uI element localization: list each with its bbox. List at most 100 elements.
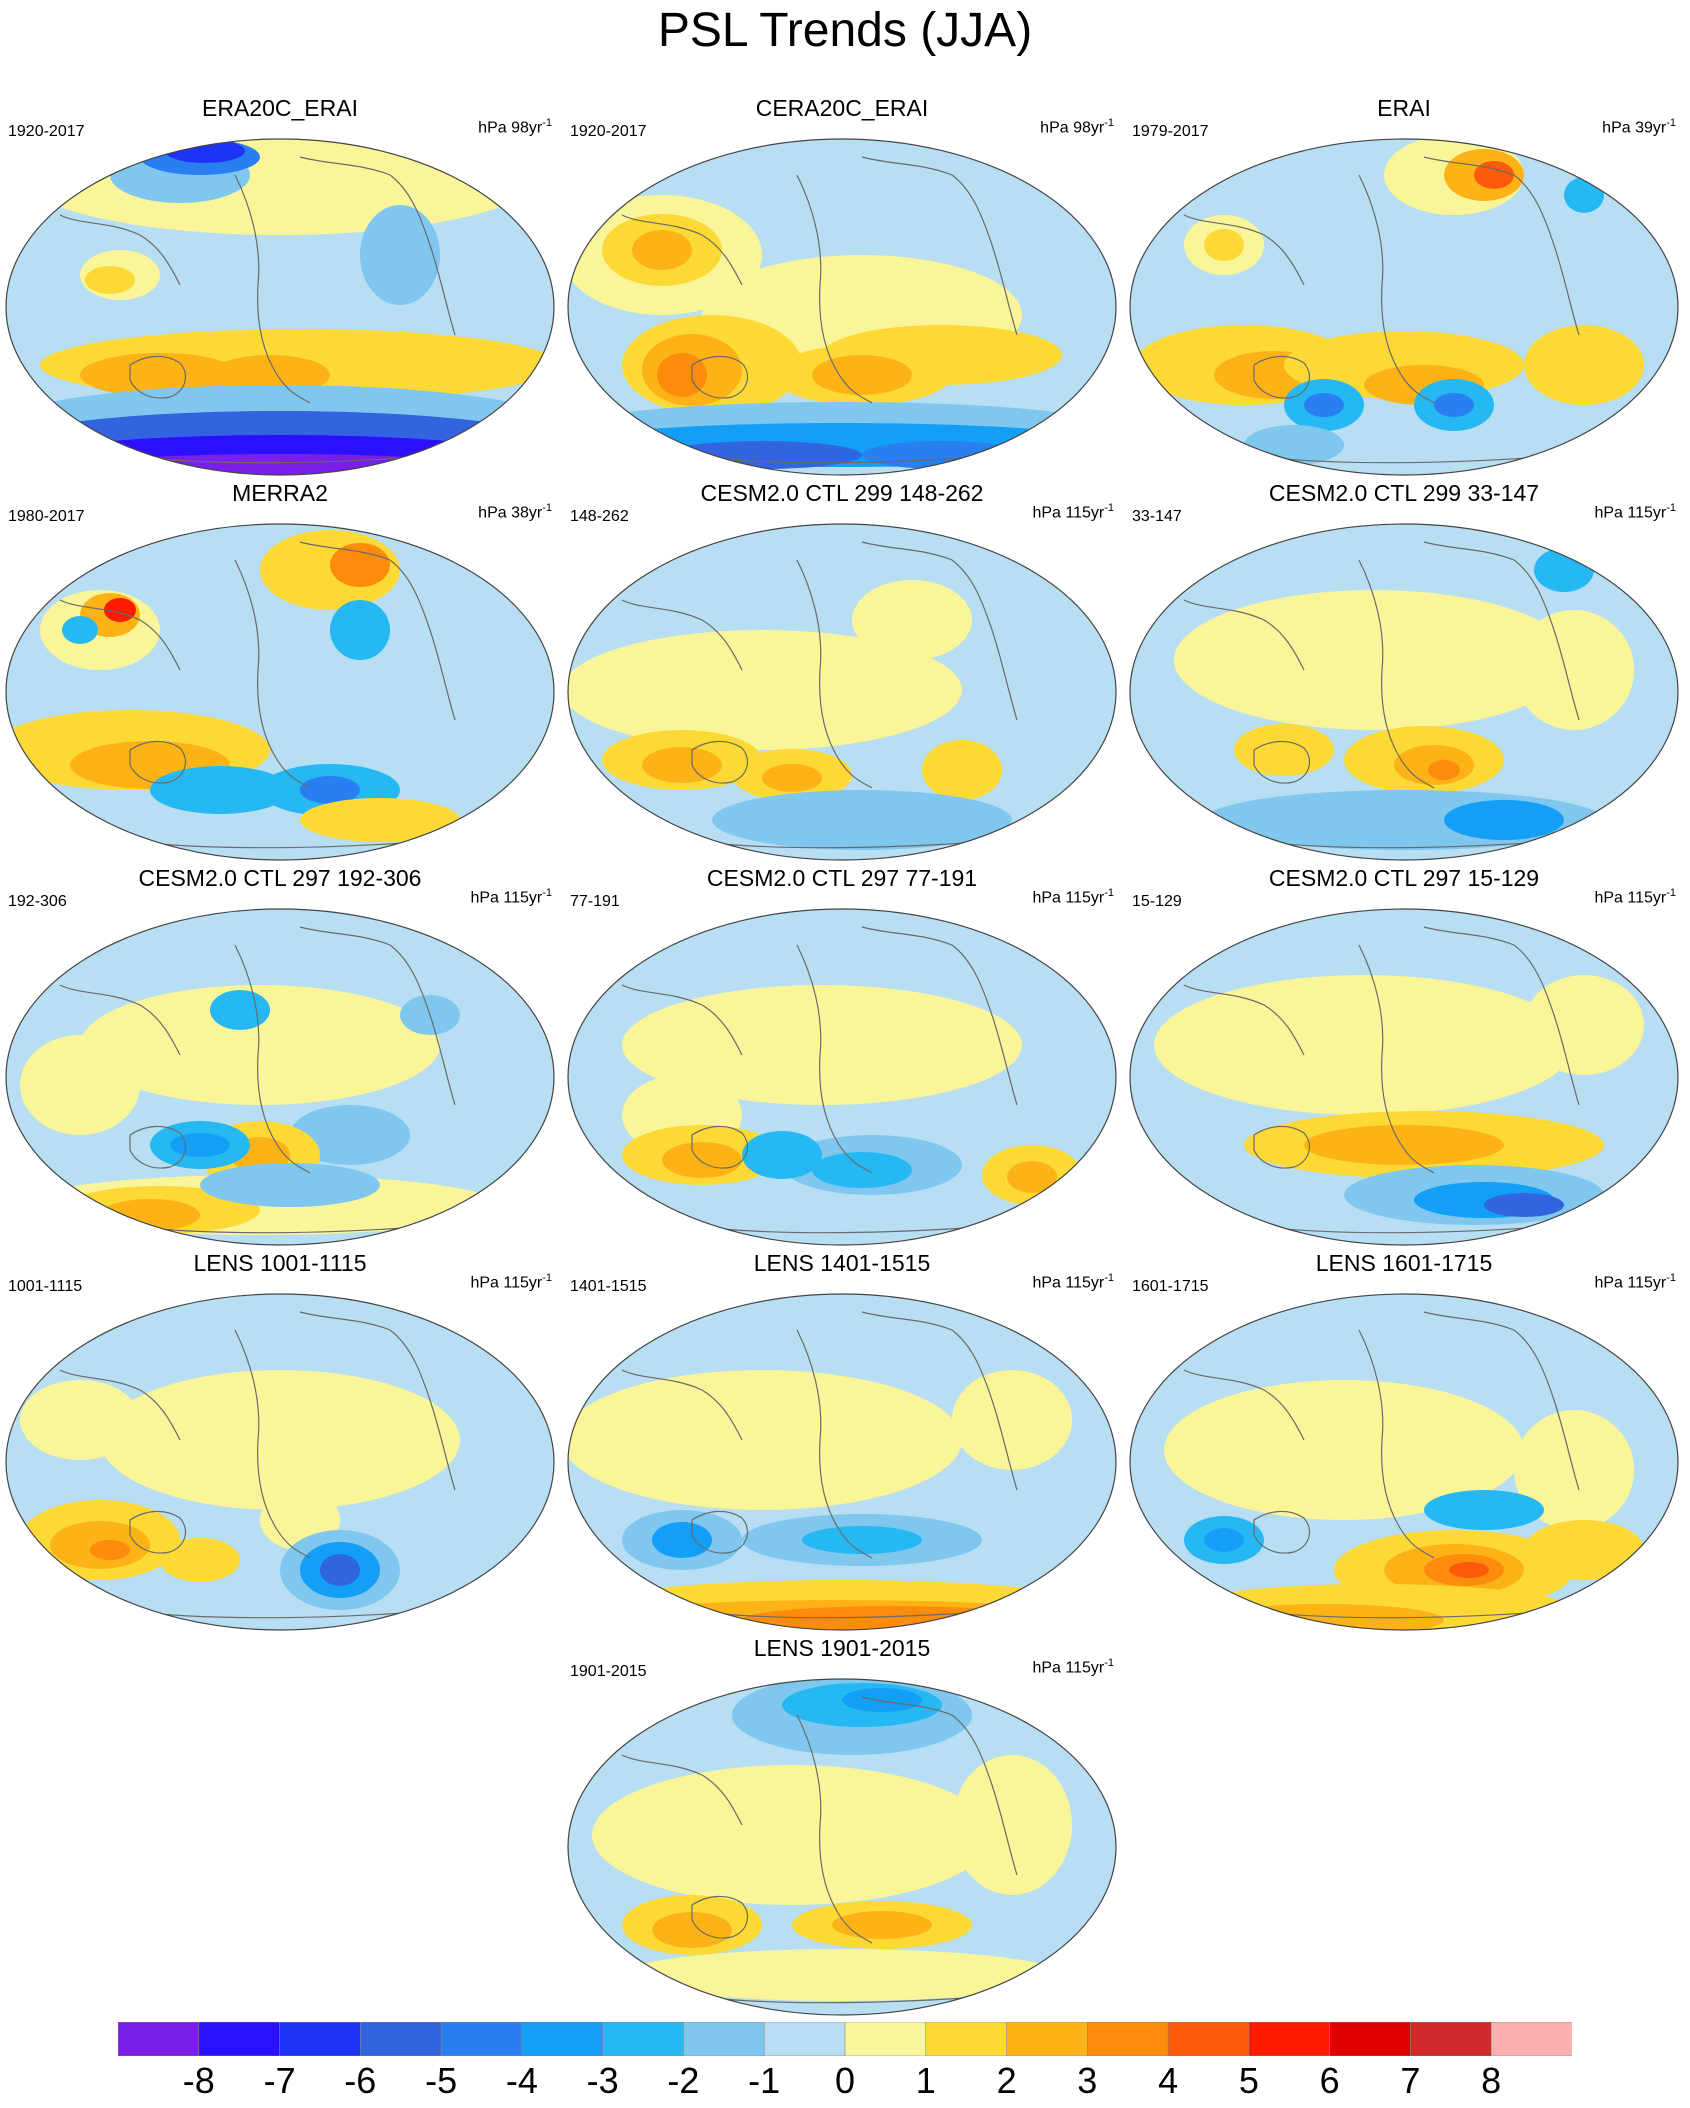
- coastline: [1183, 599, 1305, 671]
- contour-region: [1434, 393, 1474, 417]
- panel-title: MERRA2: [232, 480, 328, 506]
- colorbar-tick-label: 6: [1319, 2060, 1340, 2101]
- panel-units-exponent: -1: [542, 502, 552, 514]
- contour-region: [1164, 1380, 1524, 1520]
- contour-region: [812, 1152, 912, 1188]
- contour-region: [62, 616, 98, 644]
- panel-units-exponent: -1: [1104, 117, 1114, 129]
- contour-region: [812, 355, 912, 395]
- coastline: [1358, 174, 1435, 404]
- contour-region: [1304, 1125, 1504, 1165]
- coastline: [59, 1369, 181, 1441]
- colorbar-swatch: [1490, 2022, 1572, 2056]
- colorbar-tick-label: -5: [425, 2060, 458, 2101]
- coastline: [691, 355, 749, 399]
- contour-region: [952, 1370, 1072, 1470]
- psl-trend-map: [567, 1678, 1117, 2016]
- colorbar-swatch: [683, 2022, 766, 2056]
- contour-region: [1234, 724, 1334, 776]
- coastline: [691, 1895, 749, 1939]
- psl-trend-map: [5, 523, 555, 861]
- psl-trend-map: [1129, 138, 1679, 476]
- contour-region: [150, 766, 290, 814]
- map-border: [5, 908, 555, 1246]
- contour-region: [632, 230, 692, 270]
- coastline: [1183, 1369, 1305, 1441]
- panel-title: LENS 1401-1515: [753, 1250, 931, 1276]
- map-border: [1129, 523, 1679, 861]
- colorbar-tick-label: 2: [996, 2060, 1017, 2101]
- panel-units-text: hPa 115yr: [1594, 889, 1667, 907]
- contour-region: [210, 355, 330, 395]
- contour-region: [20, 1035, 140, 1135]
- panel-title: CESM2.0 CTL 299 148-262: [700, 480, 984, 506]
- map-panel: LENS 1001-1115 1001-1115 hPa 115yr-1: [0, 1250, 560, 1640]
- coastline: [129, 1510, 187, 1554]
- coastline: [299, 156, 456, 336]
- panel-units-exponent: -1: [1104, 1657, 1114, 1669]
- panel-units: hPa 115yr-1: [1594, 502, 1676, 522]
- contour-region: [1204, 1604, 1444, 1630]
- panel-units-exponent: -1: [542, 1272, 552, 1284]
- coastline: [1423, 156, 1580, 336]
- panel-units-exponent: -1: [1666, 1272, 1676, 1284]
- contour-region: [290, 1105, 410, 1165]
- colorbar-tick-label: 4: [1158, 2060, 1179, 2101]
- contour-region: [1428, 760, 1460, 780]
- panel-units: hPa 115yr-1: [1032, 887, 1114, 907]
- colorbar-tick-label: -2: [667, 2060, 700, 2101]
- map-panel: CERA20C_ERAI 1920-2017 hPa 98yr-1: [562, 95, 1122, 485]
- coastline: [1358, 944, 1435, 1174]
- contour-region: [1524, 325, 1644, 405]
- colorbar-tick-label: 0: [834, 2060, 856, 2101]
- contour-region: [1007, 1161, 1057, 1193]
- panel-units: hPa 98yr-1: [1040, 117, 1114, 137]
- panel-period: 1401-1515: [570, 1278, 647, 1295]
- colorbar-swatch: [440, 2022, 523, 2056]
- contour-region: [20, 1380, 140, 1460]
- map-border: [1129, 1293, 1679, 1631]
- contour-region: [330, 543, 390, 587]
- coastline: [234, 559, 311, 789]
- contour-region: [622, 985, 1022, 1105]
- coastline: [1358, 1329, 1435, 1559]
- map-panel: LENS 1901-2015 1901-2015 hPa 115yr-1: [562, 1635, 1122, 2025]
- contour-region: [652, 1522, 712, 1558]
- panel-units-exponent: -1: [1104, 1272, 1114, 1284]
- panel-title: CESM2.0 CTL 299 33-147: [1268, 480, 1540, 506]
- contour-region: [1244, 425, 1344, 465]
- coastline: [59, 599, 181, 671]
- colorbar-swatch: [360, 2022, 442, 2056]
- contour-region: [1204, 229, 1244, 261]
- coastline: [1253, 1125, 1311, 1169]
- contour-region: [170, 1133, 230, 1157]
- contour-region: [1484, 1193, 1564, 1217]
- coastline: [621, 214, 743, 286]
- map-border: [5, 523, 555, 861]
- colorbar-tick-label: 8: [1481, 2060, 1502, 2101]
- map-border: [567, 908, 1117, 1246]
- colorbar-tick-label: -8: [182, 2060, 215, 2101]
- panel-period: 1001-1115: [8, 1278, 83, 1295]
- panel-units: hPa 115yr-1: [1032, 1272, 1114, 1292]
- panel-units-text: hPa 115yr: [1594, 504, 1667, 522]
- contour-region: [330, 600, 390, 660]
- contour-region: [1514, 610, 1634, 730]
- coastline: [796, 944, 873, 1174]
- contour-region: [662, 441, 862, 469]
- panel-units-exponent: -1: [542, 117, 552, 129]
- panel-period: 192-306: [8, 893, 67, 910]
- colorbar-tick-label: 7: [1400, 2060, 1421, 2101]
- contour-region: [100, 1370, 460, 1510]
- panel-period: 15-129: [1132, 893, 1182, 910]
- panel-title: LENS 1001-1115: [193, 1250, 367, 1276]
- coastline: [861, 541, 1018, 721]
- contour-region: [1204, 1528, 1244, 1552]
- map-panel: LENS 1601-1715 1601-1715 hPa 115yr-1: [1124, 1250, 1684, 1640]
- coastline: [861, 1696, 1018, 1876]
- panel-units: hPa 115yr-1: [1594, 887, 1676, 907]
- colorbar-swatch: [602, 2022, 685, 2056]
- panel-units-exponent: -1: [1104, 502, 1114, 514]
- coastline: [129, 1125, 187, 1169]
- psl-trend-map: [567, 523, 1117, 861]
